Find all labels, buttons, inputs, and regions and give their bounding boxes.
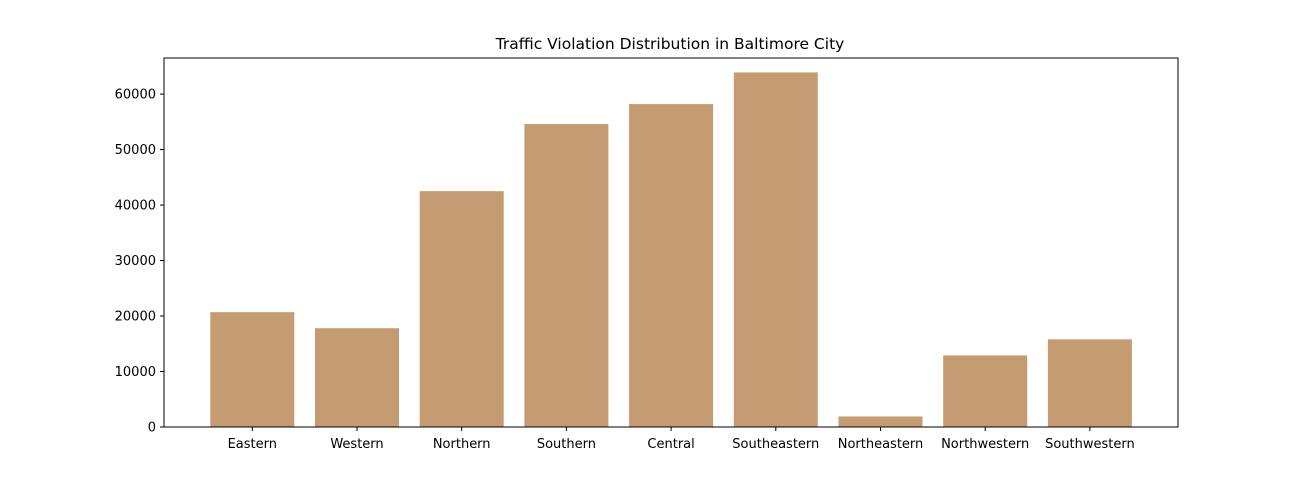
bar-southern [524,124,609,427]
x-tick-label: Western [330,437,383,452]
x-tick-label: Northern [433,437,491,452]
bars-layer [210,72,1132,428]
y-tick-label: 60000 [115,88,156,103]
bar-southwestern [1047,339,1132,427]
x-tick-label: Southwestern [1045,437,1135,452]
y-tick-label: 40000 [115,199,156,214]
x-tick-label: Northeastern [838,437,924,452]
bar-southeastern [733,72,818,428]
x-axis: Eastern Western Northern Southern Central Sou… [228,427,1135,452]
bar-central [629,104,714,427]
y-axis: 0 10000 20000 30000 40000 50000 60000 [115,88,164,436]
y-tick-label: 20000 [115,310,156,325]
x-tick-label: Eastern [228,437,277,452]
bar-northeastern [838,416,923,427]
y-tick-label: 30000 [115,254,156,269]
x-tick-label: Central [647,437,694,452]
bar-northern [419,191,504,427]
bar-western [315,328,399,427]
x-tick-label: Southeastern [732,437,819,452]
chart-title: Traffic Violation Distribution in Baltim… [495,35,845,53]
x-tick-label: Southern [537,437,596,452]
x-tick-label: Northwestern [941,437,1029,452]
y-tick-label: 10000 [115,365,156,380]
y-tick-label: 50000 [115,143,156,158]
y-tick-label: 0 [148,421,156,436]
bar-northwestern [943,355,1028,427]
bar-eastern [210,312,295,427]
